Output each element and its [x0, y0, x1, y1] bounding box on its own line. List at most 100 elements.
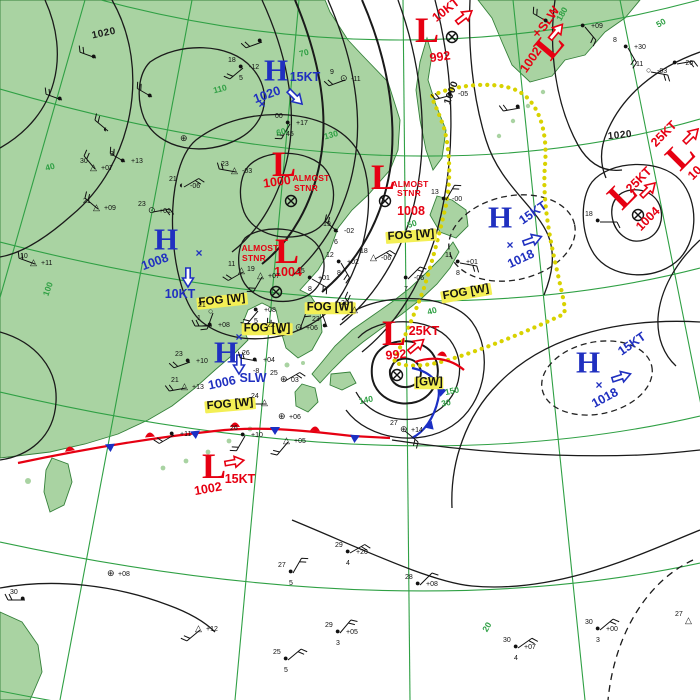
honshu-island: [311, 241, 460, 384]
low-center-marker: [390, 368, 404, 382]
fronts: [17, 351, 465, 465]
station-temp: 21: [198, 302, 206, 309]
station-temp: 21: [83, 198, 91, 205]
wind-barb-icon: [430, 93, 453, 100]
station-temp: 26: [230, 425, 238, 432]
wind-barb-icon: [109, 146, 126, 163]
wind-barb-icon: [600, 221, 621, 229]
movement-arrow-icon: [454, 9, 474, 26]
pressure-center-letter-l-1004-almost-stnr: L: [274, 231, 300, 271]
station-symbol: △: [93, 202, 100, 212]
movement-arrow-icon: [547, 23, 564, 42]
wind-barb-icon: [532, 6, 549, 23]
station-temp: 19: [323, 221, 331, 228]
wind-barb-icon: [17, 251, 36, 265]
station-pressure-change: +08: [426, 581, 438, 588]
cold-front-pips: [424, 387, 447, 430]
stationary-front-cold-pips: [105, 427, 360, 452]
movement-label: STNR: [397, 187, 421, 198]
station-temp: 30: [80, 158, 88, 165]
station-temp: 3: [110, 151, 114, 158]
station-symbol: △: [90, 162, 97, 172]
wind-barb-icon: [407, 266, 427, 280]
station-pressure-change: +01: [466, 259, 478, 266]
station-pressure-change: +06: [306, 325, 318, 332]
station-value: 5: [254, 318, 258, 325]
station-pressure-change: -06: [381, 255, 392, 262]
wind-barb-icon: [136, 81, 153, 98]
pressure-center-letter-h-1018-c: H: [487, 199, 513, 235]
movement-label: ALMOST: [391, 178, 429, 189]
station-pressure-change: +10: [251, 432, 263, 439]
low-center-marker: [269, 285, 283, 299]
station-pressure-change: +07: [101, 165, 113, 172]
station-pressure-change: -03: [242, 168, 253, 175]
station-value: 4: [514, 655, 518, 662]
wind-barb-icon: [180, 629, 201, 642]
wind-barb-icon: [237, 351, 258, 362]
stationary-front-warm-pips: [65, 422, 320, 452]
station-symbol: ●: [238, 61, 244, 71]
station-symbol: ●: [403, 272, 409, 282]
graticule-label: 60: [275, 125, 287, 138]
station-temp: 00: [275, 113, 283, 120]
station-temp: 12: [326, 252, 334, 259]
station-pressure-change: -06: [190, 183, 201, 190]
station-value: -8: [253, 368, 260, 375]
station-pressure-change: +11: [41, 260, 53, 267]
station-symbol: ●: [169, 428, 175, 438]
station-symbol: ○: [208, 306, 214, 316]
station-value: 5: [289, 580, 293, 587]
station-symbol: ◐: [103, 124, 109, 134]
station-pressure-change: -05: [458, 91, 469, 98]
wind-barb-icon: [599, 618, 620, 631]
low-center-marker: [284, 194, 298, 208]
wind-barb-icon: [340, 262, 350, 284]
station-symbol: ⊙: [340, 73, 348, 83]
movement-arrow-icon: [232, 354, 246, 376]
station-symbol: ⊕: [278, 411, 286, 421]
pressure-center-letter-l-1008-almost-stnr: L: [370, 157, 396, 197]
station-temp: 22: [267, 322, 275, 329]
movement-label: STNR: [242, 252, 266, 263]
pressure-center-letter-l-1000-almost-stnr: L: [271, 144, 297, 184]
wind-barb-icon: [374, 250, 396, 260]
wind-barb-icon: [216, 162, 237, 173]
wind-barb-icon: [246, 276, 263, 293]
wind-barb-icon: [168, 361, 191, 369]
pressure-value-label: 1004: [274, 264, 302, 279]
stationary-front-line: [17, 427, 391, 465]
station-pressure-change: +17: [296, 120, 308, 127]
station-symbol: △: [261, 397, 268, 407]
movement-arrow-icon: [285, 87, 304, 106]
movement-label: ALMOST: [292, 172, 330, 183]
station-symbol: ⊕: [280, 374, 288, 384]
warm-front-pip: [437, 351, 447, 357]
station-symbol: ●: [447, 88, 453, 98]
station-symbol: ●: [455, 256, 461, 266]
station-temp: 21: [171, 377, 179, 384]
kyushu-island: [294, 383, 319, 413]
station-pressure-change: +11: [180, 431, 192, 438]
wind-barb-icon: [274, 123, 291, 140]
station-pressure-change: +04: [263, 357, 275, 364]
station-temp: 15: [297, 268, 305, 275]
station-symbol: ●: [147, 90, 153, 100]
station-pressure-change: +09: [104, 205, 116, 212]
station-temp: 18: [228, 57, 236, 64]
station-pressure-change: +08: [218, 322, 230, 329]
wind-barb-icon: [164, 384, 187, 392]
station-temp: 21: [169, 176, 177, 183]
station-temp: 13: [431, 189, 439, 196]
station-temp: 11: [228, 261, 236, 268]
center-x-marker: ×: [533, 26, 541, 40]
station-symbol: △: [685, 615, 692, 625]
station-symbol: ●: [257, 35, 263, 45]
station-value: 5: [239, 75, 243, 82]
movement-arrow-icon: [181, 267, 195, 289]
station-pressure-change: +01: [318, 275, 330, 282]
station-pressure-change: +08: [118, 571, 130, 578]
station-temp: 27: [278, 562, 286, 569]
wind-barb-icon: [4, 593, 25, 601]
